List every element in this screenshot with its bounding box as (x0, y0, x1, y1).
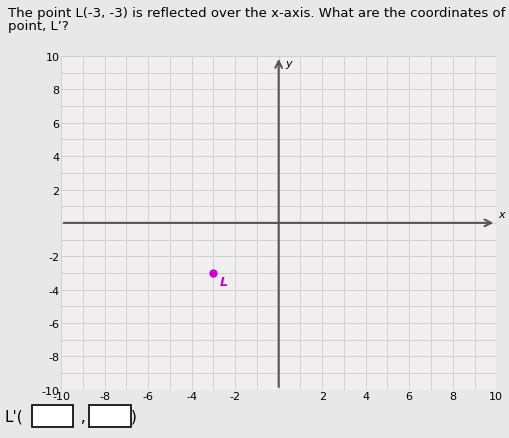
Text: x: x (498, 209, 505, 219)
Text: point, L’?: point, L’? (8, 20, 68, 33)
Text: ,: , (75, 409, 86, 424)
Text: The point L(-3, -3) is reflected over the x-axis. What are the coordinates of th: The point L(-3, -3) is reflected over th… (8, 7, 509, 20)
Text: L'(: L'( (5, 409, 23, 424)
Text: L: L (220, 275, 228, 288)
FancyBboxPatch shape (90, 405, 130, 427)
Text: ): ) (130, 409, 136, 424)
Text: y: y (285, 59, 292, 69)
FancyBboxPatch shape (32, 405, 73, 427)
